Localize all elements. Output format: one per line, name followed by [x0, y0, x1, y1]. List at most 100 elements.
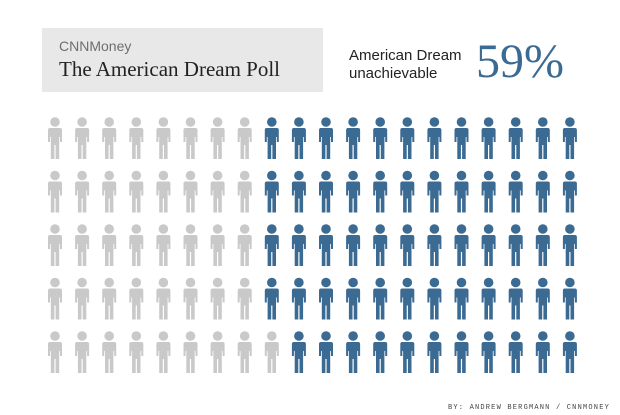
person-icon-unachievable — [373, 117, 388, 159]
person-icon-unachievable — [427, 224, 442, 266]
person-icon-unachievable — [264, 277, 279, 320]
person-icon-other — [237, 224, 252, 266]
person-icon-other — [156, 224, 171, 266]
person-icon-unachievable — [454, 277, 469, 320]
person-icon-other — [156, 170, 171, 213]
person-icon-other — [48, 117, 62, 159]
person-icon-other — [102, 117, 117, 159]
person-icon-unachievable — [346, 117, 361, 159]
person-icon-other — [129, 331, 144, 373]
person-icon-other — [183, 331, 198, 373]
person-icon-other — [75, 170, 90, 213]
person-icon-unachievable — [454, 224, 469, 266]
page-title: The American Dream Poll — [59, 57, 281, 81]
person-icon-unachievable — [508, 117, 523, 159]
person-icon-other — [237, 331, 252, 373]
person-icon-unachievable — [373, 224, 388, 266]
person-icon-unachievable — [427, 170, 442, 213]
person-icon-unachievable — [373, 331, 388, 373]
person-icon-unachievable — [535, 224, 550, 266]
person-icon-unachievable — [264, 224, 279, 266]
person-icon-other — [210, 170, 225, 213]
person-icon-unachievable — [427, 117, 442, 159]
person-icon-unachievable — [508, 224, 523, 266]
person-icon-other — [48, 277, 62, 320]
person-icon-unachievable — [291, 170, 306, 213]
person-icon-unachievable — [481, 224, 496, 266]
person-icon-other — [48, 170, 62, 213]
person-icon-unachievable — [535, 331, 550, 373]
person-icon-unachievable — [562, 224, 577, 266]
person-icon-unachievable — [562, 331, 577, 373]
person-icon-unachievable — [373, 170, 388, 213]
person-icon-unachievable — [291, 331, 306, 373]
credit-line: BY: ANDREW BERGMANN / CNNMONEY — [447, 404, 610, 412]
stat-value: 59% — [476, 35, 564, 88]
person-icon-unachievable — [319, 224, 333, 266]
person-icon-unachievable — [508, 331, 523, 373]
person-icon-other — [75, 117, 90, 159]
person-icon-other — [210, 117, 225, 159]
person-icon-other — [75, 277, 90, 320]
person-icon-unachievable — [454, 331, 469, 373]
person-icon-other — [210, 277, 225, 320]
person-icon-unachievable — [427, 277, 442, 320]
person-icon-unachievable — [319, 331, 333, 373]
person-icon-unachievable — [454, 117, 469, 159]
person-icon-other — [237, 277, 252, 320]
person-icon-other — [183, 277, 198, 320]
person-icon-unachievable — [481, 170, 496, 213]
person-icon-unachievable — [346, 170, 361, 213]
person-icon-unachievable — [454, 170, 469, 213]
person-icon-other — [183, 224, 198, 266]
title-box: CNNMoney The American Dream Poll — [42, 28, 323, 92]
person-icon-unachievable — [291, 117, 306, 159]
person-icon-unachievable — [481, 117, 496, 159]
person-icon-other — [129, 224, 144, 266]
person-icon-other — [210, 224, 225, 266]
brand-label: CNNMoney — [59, 38, 132, 54]
person-icon-other — [48, 331, 62, 373]
person-icon-unachievable — [535, 170, 550, 213]
person-icon-other — [102, 224, 117, 266]
person-icon-unachievable — [481, 277, 496, 320]
person-icon-unachievable — [562, 277, 577, 320]
person-icon-other — [183, 117, 198, 159]
person-icon-other — [156, 331, 171, 373]
person-icon-unachievable — [562, 117, 577, 159]
person-icon-unachievable — [346, 224, 361, 266]
person-icon-other — [156, 277, 171, 320]
person-icon-unachievable — [346, 277, 361, 320]
stat-label: American Dream unachievable — [349, 47, 462, 82]
person-icon-unachievable — [373, 277, 388, 320]
person-icon-unachievable — [264, 117, 279, 159]
person-icon-unachievable — [481, 331, 496, 373]
person-icon-unachievable — [319, 170, 333, 213]
person-icon-unachievable — [346, 331, 361, 373]
person-icon-other — [75, 331, 90, 373]
person-icon-other — [156, 117, 171, 159]
person-icon-other — [129, 170, 144, 213]
person-icon-other — [210, 331, 225, 373]
person-icon-unachievable — [535, 117, 550, 159]
person-icon-unachievable — [291, 224, 306, 266]
person-icon-other — [129, 277, 144, 320]
person-icon-unachievable — [400, 277, 415, 320]
person-icon-unachievable — [319, 277, 333, 320]
person-icon-other — [183, 170, 198, 213]
person-icon-unachievable — [400, 224, 415, 266]
person-icon-unachievable — [400, 117, 415, 159]
person-icon-unachievable — [400, 331, 415, 373]
person-icon-unachievable — [535, 277, 550, 320]
person-icon-unachievable — [264, 170, 279, 213]
person-icon-other — [264, 331, 279, 373]
person-icon-unachievable — [427, 331, 442, 373]
person-icon-unachievable — [508, 170, 523, 213]
person-icon-other — [102, 277, 117, 320]
person-icon-other — [129, 117, 144, 159]
person-icon-other — [102, 170, 117, 213]
person-icon-other — [48, 224, 62, 266]
person-icon-other — [75, 224, 90, 266]
person-icon-unachievable — [291, 277, 306, 320]
